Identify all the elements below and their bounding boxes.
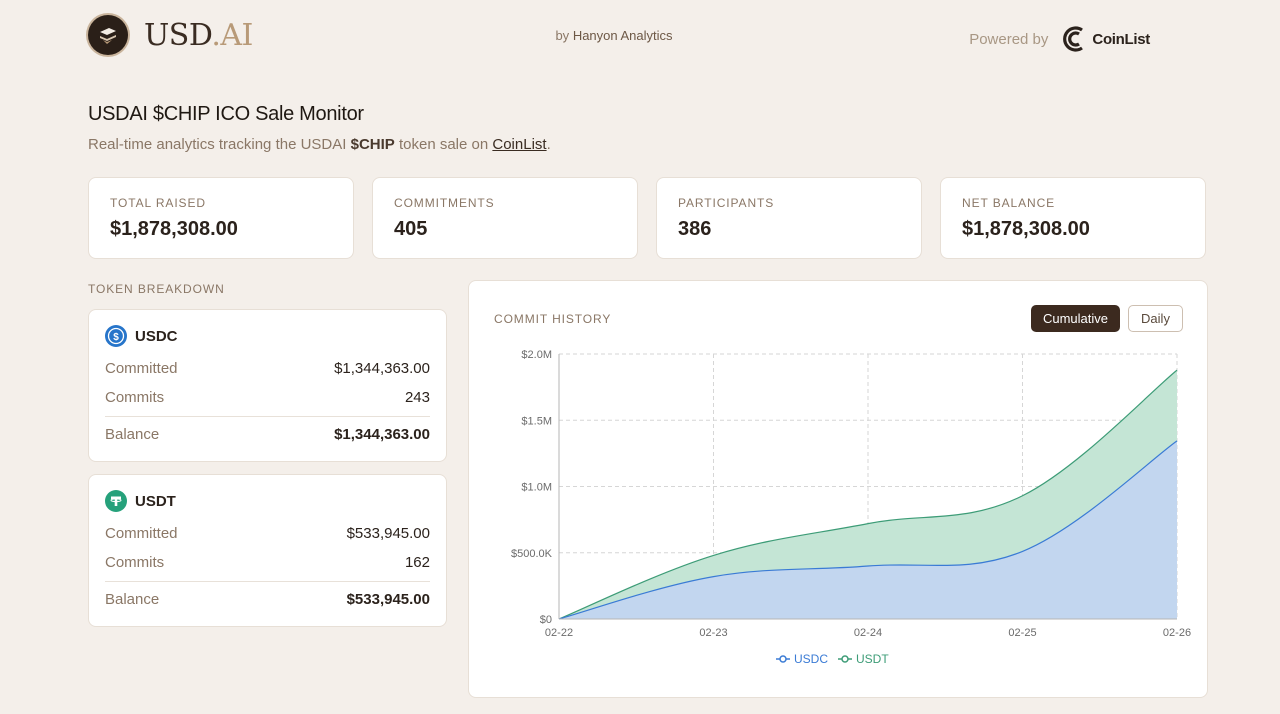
usdt-icon [105, 490, 127, 512]
stat-net-balance: NET BALANCE $1,878,308.00 [940, 177, 1206, 259]
x-tick-label: 02-25 [1008, 627, 1036, 639]
byline-prefix: by [555, 28, 570, 43]
usdai-logo-icon [88, 15, 128, 55]
commits-value: 162 [404, 554, 430, 571]
commits-label: Commits [105, 389, 165, 406]
divider [105, 581, 430, 582]
coinlist-logo[interactable]: CoinList [1060, 24, 1150, 54]
stat-value: 386 [678, 218, 712, 240]
token-name: USDT [135, 492, 176, 510]
coinlist-wordmark: CoinList [1092, 30, 1150, 48]
x-tick-label: 02-24 [854, 627, 882, 639]
x-tick-label: 02-23 [699, 627, 727, 639]
chart-title: COMMIT HISTORY [494, 312, 612, 326]
stat-participants: PARTICIPANTS 386 [656, 177, 922, 259]
byline-author: Hanyon Analytics [572, 28, 673, 43]
powered-by: Powered by CoinList [969, 24, 1150, 54]
balance-label: Balance [105, 591, 160, 608]
daily-button[interactable]: Daily [1128, 305, 1183, 332]
svg-text:$: $ [113, 332, 119, 343]
usdc-line [558, 440, 1178, 620]
coinlist-icon [1063, 26, 1084, 52]
logo[interactable]: USD.AI [88, 15, 253, 55]
y-tick-label: $0 [540, 614, 552, 626]
divider [105, 416, 430, 417]
token-symbol: $CHIP [350, 136, 395, 153]
legend-marker-dot [841, 655, 849, 663]
usdt-line [558, 369, 1178, 620]
stat-commitments: COMMITMENTS 405 [372, 177, 638, 259]
x-tick-label: 02-26 [1163, 627, 1191, 639]
committed-value: $533,945.00 [346, 525, 430, 542]
page-title: USDAI $CHIP ICO Sale Monitor [88, 103, 364, 125]
stat-value: 405 [394, 218, 428, 240]
commits-value: 243 [404, 389, 430, 406]
balance-value: $1,344,363.00 [334, 426, 430, 443]
stat-total-raised: TOTAL RAISED $1,878,308.00 [88, 177, 354, 259]
legend-marker-dot [779, 655, 787, 663]
stat-value: $1,878,308.00 [110, 218, 238, 240]
cumulative-button[interactable]: Cumulative [1031, 305, 1120, 332]
legend-label: USDT [856, 652, 889, 666]
logo-wordmark: USD.AI [144, 17, 253, 53]
header: USD.AI by Hanyon Analytics Powered by Co… [0, 0, 1280, 72]
stat-label: TOTAL RAISED [110, 196, 206, 210]
powered-by-label: Powered by [969, 30, 1049, 48]
y-tick-label: $1.0M [521, 482, 552, 494]
commit-history-card: COMMIT HISTORY Cumulative Daily $0 $500.0… [468, 280, 1208, 698]
page-subtitle: Real-time analytics tracking the USDAI $… [88, 136, 551, 153]
balance-value: $533,945.00 [346, 591, 430, 608]
commit-history-chart: $0 $500.0K $1.0M $1.5M $2.0M 02-22 02-23 02-24 0… [511, 349, 1191, 666]
token-breakdown-label: TOKEN BREAKDOWN [88, 282, 225, 296]
byline: by Hanyon Analytics [0, 28, 1228, 43]
token-card-usdc: $ USDC Committed $1,344,363.00 Commits 243… [88, 309, 447, 462]
legend-label: USDC [794, 652, 828, 666]
stat-value: $1,878,308.00 [962, 218, 1090, 240]
usdc-area [559, 440, 1177, 619]
usdc-icon: $ [105, 325, 127, 347]
token-card-usdt: USDT Committed $533,945.00 Commits 162 Bal… [88, 474, 447, 627]
committed-label: Committed [105, 525, 178, 542]
committed-label: Committed [105, 360, 178, 377]
token-name: USDC [135, 327, 178, 345]
commits-label: Commits [105, 554, 165, 571]
y-tick-label: $500.0K [511, 548, 553, 560]
stat-label: NET BALANCE [962, 196, 1056, 210]
x-tick-label: 02-22 [545, 627, 573, 639]
y-tick-label: $1.5M [521, 415, 552, 427]
coinlist-link[interactable]: CoinList [492, 136, 547, 153]
usdt-area [559, 370, 1177, 619]
balance-label: Balance [105, 426, 160, 443]
stat-label: COMMITMENTS [394, 196, 495, 210]
committed-value: $1,344,363.00 [334, 360, 430, 377]
stat-label: PARTICIPANTS [678, 196, 775, 210]
y-tick-label: $2.0M [521, 349, 552, 361]
